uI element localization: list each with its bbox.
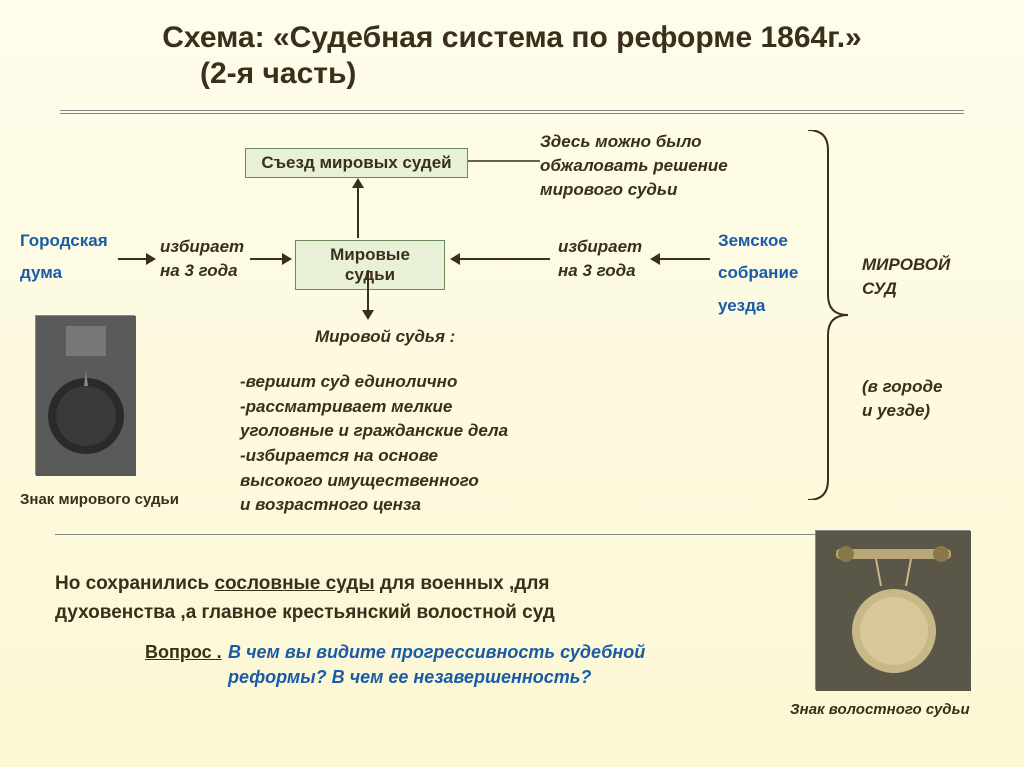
- brace-icon: [808, 130, 854, 500]
- label-elect-left: избираетна 3 года: [160, 235, 244, 283]
- caption-volost-badge: Знак волостного судьи: [790, 700, 970, 720]
- question-text: В чем вы видите прогрессивность судебной…: [228, 640, 645, 690]
- question-label: Вопрос .: [145, 640, 222, 665]
- label-in-city: (в городеи уезде): [862, 375, 942, 423]
- label-appeal: Здесь можно былообжаловать решениемирово…: [540, 130, 728, 201]
- page-subtitle: (2-я часть): [0, 57, 1024, 91]
- judge-points: -вершит суд единолично -рассматривает ме…: [240, 370, 508, 518]
- page-title: Схема: «Судебная система по реформе 1864…: [0, 0, 1024, 57]
- label-mirovoy-sud: МИРОВОЙСУД: [862, 253, 950, 301]
- divider-top: [60, 110, 964, 111]
- image-judge-badge: [35, 315, 135, 475]
- node-congress: Съезд мировых судей: [245, 148, 468, 178]
- label-zemstvo: Земскоесобраниеуезда: [718, 225, 798, 322]
- caption-judge-badge: Знак мирового судьи: [20, 490, 179, 510]
- divider-top-2: [60, 113, 964, 114]
- judge-heading: Мировой судья :: [315, 325, 455, 349]
- divider-mid: [55, 534, 824, 535]
- footer-note: Но сохранились сословные суды для военны…: [55, 570, 555, 627]
- label-city-duma: Городскаядума: [20, 225, 108, 290]
- label-elect-right: избираетна 3 года: [558, 235, 642, 283]
- image-volost-badge: [815, 530, 970, 690]
- node-judges: Мировые судьи: [295, 240, 445, 290]
